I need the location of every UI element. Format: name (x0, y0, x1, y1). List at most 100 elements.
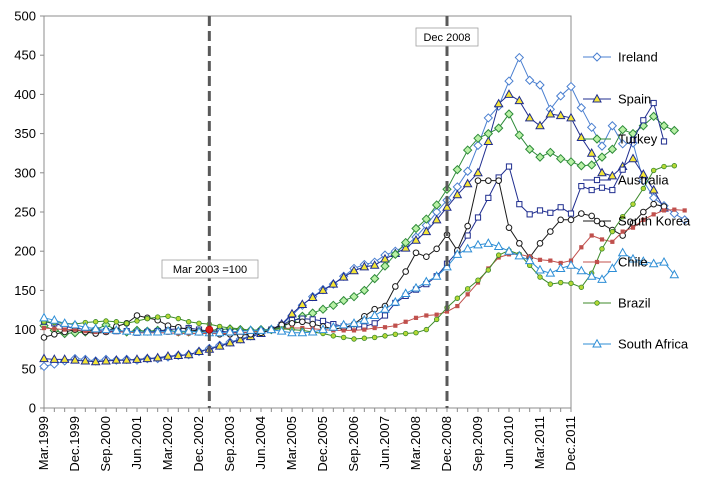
data-point (402, 268, 409, 275)
data-point (371, 334, 378, 341)
data-point (607, 121, 618, 131)
data-point (597, 167, 607, 177)
data-point (400, 288, 411, 298)
data-point (411, 234, 421, 244)
data-point (610, 239, 615, 244)
data-point (142, 326, 153, 336)
data-point (576, 161, 587, 171)
data-point (328, 278, 339, 288)
data-point (536, 240, 544, 247)
data-point (495, 177, 502, 184)
data-point (152, 352, 163, 362)
data-point (650, 167, 657, 174)
data-point (505, 163, 513, 170)
data-point (256, 325, 266, 334)
data-point (92, 319, 99, 325)
data-point (619, 166, 626, 173)
x-tick-label: Sep.2006 (346, 416, 361, 472)
x-tick-label: Sep.2000 (98, 416, 113, 472)
data-point (359, 261, 370, 271)
x-tick-label: Dec.2008 (439, 416, 454, 472)
x-axis: Mar.1999 Dec.1999 Sep.2000 Jun.2001 Mar.2002… (36, 408, 578, 472)
data-point (452, 164, 463, 175)
data-point (617, 247, 628, 257)
legend-marker (593, 217, 601, 225)
data-point (245, 325, 256, 334)
data-point (535, 80, 545, 90)
data-point (351, 336, 357, 342)
data-point (557, 204, 564, 211)
data-point (330, 333, 337, 339)
data-point (400, 242, 411, 252)
data-point (483, 113, 494, 123)
data-point (473, 140, 483, 151)
data-point (462, 166, 473, 176)
data-point (297, 299, 308, 309)
data-point (617, 139, 628, 149)
data-point (51, 331, 58, 338)
data-point (39, 361, 49, 372)
data-point (650, 99, 657, 107)
data-point (318, 285, 328, 294)
data-point (640, 208, 647, 216)
y-tick-label: 300 (14, 165, 36, 180)
data-point (514, 130, 525, 140)
data-point (659, 256, 669, 266)
data-point (619, 214, 626, 220)
data-point (589, 233, 594, 238)
data-point (359, 314, 370, 324)
data-point (225, 326, 235, 336)
data-point (588, 186, 595, 194)
series-south-africa (39, 238, 680, 337)
legend-item-ireland: Ireland (583, 50, 658, 65)
legend-marker (592, 93, 602, 103)
data-point (535, 152, 545, 162)
data-point (473, 133, 483, 144)
data-point (578, 183, 585, 190)
data-point (390, 249, 401, 260)
data-point (431, 200, 442, 210)
data-point (682, 208, 687, 213)
data-point (495, 252, 502, 258)
data-point (516, 201, 523, 208)
data-point (393, 323, 398, 328)
data-point (309, 320, 316, 328)
data-point (101, 324, 111, 334)
data-point (165, 313, 171, 319)
legend-marker (592, 52, 602, 62)
x-tick-label: Mar.2011 (532, 416, 547, 469)
data-point (566, 157, 576, 167)
data-point (485, 267, 492, 273)
data-point (338, 295, 349, 306)
data-point (514, 52, 525, 63)
legend-marker (592, 338, 602, 348)
data-point (382, 325, 388, 330)
data-point (586, 271, 597, 280)
data-point (505, 224, 513, 231)
data-point (359, 285, 370, 296)
x-tick-label: Dec.1999 (67, 416, 82, 472)
legend: Ireland Spain Turkey Australia South Korea Ch… (583, 50, 691, 352)
data-point (299, 318, 306, 326)
data-point (423, 326, 430, 333)
data-point (349, 265, 359, 275)
data-point (340, 334, 347, 341)
x-tick-label: Jun.2010 (501, 416, 516, 470)
data-point (70, 354, 80, 364)
y-tick-label: 200 (14, 244, 36, 259)
data-point (599, 246, 605, 252)
data-point (349, 318, 359, 327)
data-point (121, 325, 132, 335)
data-point (288, 320, 296, 327)
data-point (628, 153, 638, 163)
data-point (473, 167, 483, 177)
data-point (39, 353, 49, 363)
data-point (462, 145, 473, 155)
data-point (413, 315, 419, 320)
data-point (266, 324, 277, 334)
data-point (640, 185, 647, 192)
data-point (412, 249, 420, 257)
y-tick-label: 400 (14, 87, 36, 102)
data-point (567, 216, 575, 224)
